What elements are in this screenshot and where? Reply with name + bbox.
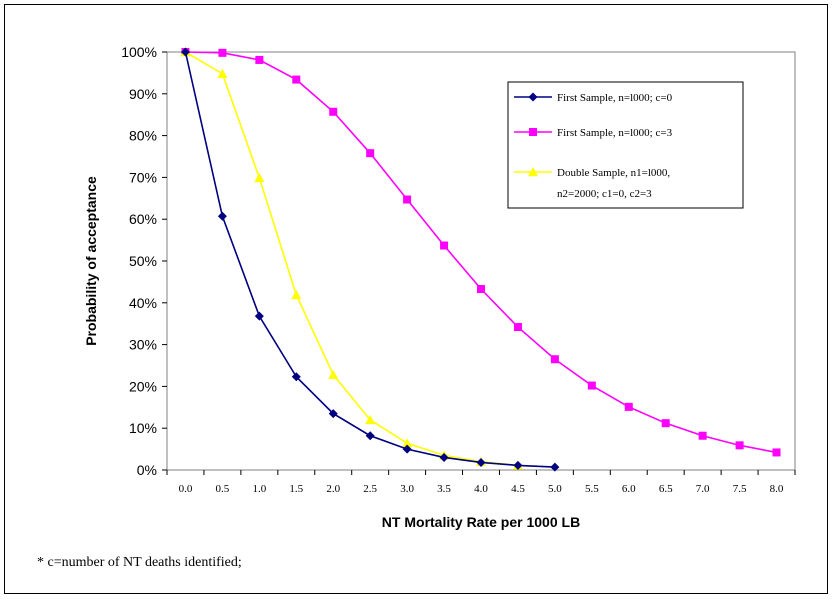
legend-label: Double Sample, n1=l000, <box>557 167 670 179</box>
x-tick-label: 6.5 <box>659 483 673 495</box>
x-tick-label: 1.5 <box>289 483 303 495</box>
data-point <box>402 444 412 454</box>
data-point <box>513 460 523 470</box>
legend-swatch-marker <box>528 92 538 102</box>
data-point <box>477 285 485 294</box>
legend-entry-2: First Sample, n=l000; c=3 <box>514 127 673 139</box>
legend-swatch-marker <box>528 167 538 177</box>
x-tick-label: 1.0 <box>252 483 266 495</box>
y-tick-label: 90% <box>129 86 157 102</box>
series-1 <box>180 47 560 472</box>
x-tick-label: 4.5 <box>511 483 525 495</box>
y-tick-label: 30% <box>129 337 157 353</box>
data-point <box>587 381 596 390</box>
data-point <box>439 452 449 462</box>
x-tick-label: 7.0 <box>696 483 710 495</box>
footnote: * c=number of NT deaths identified; <box>37 555 242 570</box>
data-point <box>366 149 375 158</box>
y-tick-label: 70% <box>129 169 157 185</box>
data-point <box>255 55 264 64</box>
data-point <box>328 369 339 379</box>
x-tick-label: 0.5 <box>216 483 230 495</box>
data-point <box>402 438 413 448</box>
x-tick-label: 4.0 <box>474 483 488 495</box>
y-tick-label: 0% <box>137 462 157 478</box>
legend-label: n2=2000; c1=0, c2=3 <box>557 188 652 200</box>
legend-box <box>507 81 744 209</box>
data-point <box>440 241 449 250</box>
data-point <box>218 48 227 57</box>
x-tick-label: 3.0 <box>400 483 414 495</box>
x-tick-label: 6.0 <box>622 483 636 495</box>
x-tick-label: 2.0 <box>326 483 340 495</box>
data-point <box>661 419 670 428</box>
data-point <box>624 402 633 411</box>
data-point <box>291 289 302 300</box>
y-tick-label: 10% <box>129 420 157 436</box>
data-point <box>291 372 301 382</box>
y-axis-title: Probability of acceptance <box>83 176 99 346</box>
data-point <box>403 195 412 204</box>
legend-label: First Sample, n=l000; c=0 <box>557 92 673 104</box>
data-point <box>550 355 559 364</box>
data-point <box>550 462 560 472</box>
data-point <box>365 414 376 425</box>
y-tick-label: 50% <box>129 253 157 269</box>
y-tick-label: 60% <box>129 211 157 227</box>
data-point <box>254 172 265 183</box>
data-point <box>217 211 227 221</box>
data-point <box>180 47 190 57</box>
y-tick-label: 80% <box>129 128 157 144</box>
x-axis-ticks: 0.0 0.5 1.0 1.5 2.0 2.5 3.0 3.5 4.0 4.5 5.0 5.5 6.0 6… <box>166 470 796 495</box>
y-tick-label: 40% <box>129 295 157 311</box>
data-point <box>735 441 744 450</box>
x-tick-label: 8.0 <box>770 483 784 495</box>
y-tick-label: 20% <box>129 378 157 394</box>
x-tick-label: 0.0 <box>179 483 193 495</box>
data-point <box>329 107 338 116</box>
legend-swatch-marker <box>529 128 537 136</box>
data-point <box>365 431 375 441</box>
y-tick-label: 100% <box>121 44 157 60</box>
data-point <box>292 75 301 84</box>
data-point <box>217 68 228 78</box>
x-tick-label: 7.5 <box>733 483 747 495</box>
legend-label: First Sample, n=l000; c=3 <box>557 127 673 139</box>
data-point <box>476 457 486 467</box>
y-axis-ticks: 0% 10% 20% 30% 40% 50% 60% 70% 80% 90% 100% <box>121 44 167 478</box>
series-layer <box>180 47 781 472</box>
legend: First Sample, n=l000; c=0 First Sample, n… <box>507 81 744 209</box>
legend-entry-1: First Sample, n=l000; c=0 <box>514 92 673 104</box>
data-point <box>328 409 338 419</box>
x-tick-label: 3.5 <box>437 483 451 495</box>
series-line <box>185 51 519 467</box>
x-tick-label: 2.5 <box>363 483 377 495</box>
x-tick-label: 5.5 <box>585 483 599 495</box>
data-point <box>772 448 781 457</box>
x-tick-label: 5.0 <box>548 483 562 495</box>
legend-entry-3: Double Sample, n1=l000, n2=2000; c1=0, c2… <box>514 167 670 200</box>
x-axis-title: NT Mortality Rate per 1000 LB <box>382 514 580 530</box>
data-point <box>254 311 264 321</box>
data-point <box>698 431 707 440</box>
data-point <box>513 323 522 332</box>
